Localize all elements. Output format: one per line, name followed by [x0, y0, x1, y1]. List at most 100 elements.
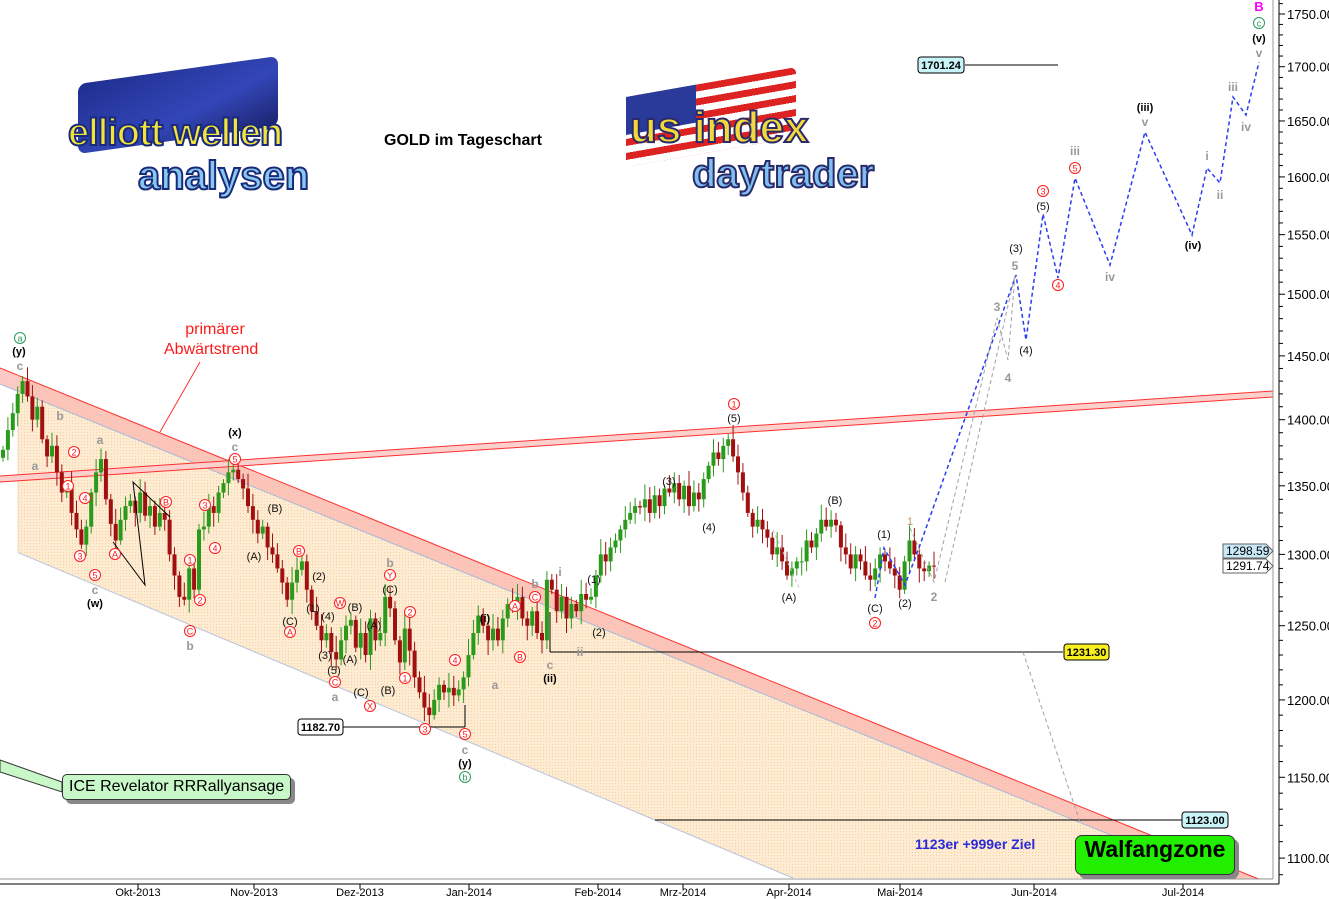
wave-label: 3	[74, 550, 86, 562]
wave-label: X	[364, 700, 376, 712]
candle-body	[84, 526, 89, 545]
candle-body	[182, 596, 187, 600]
logo-text-analysen: analysen	[137, 154, 310, 198]
candle-body	[491, 628, 495, 641]
wave-label: 1	[184, 554, 196, 566]
y-tick-label: 1300.00	[1287, 547, 1329, 562]
wave-label-text: (w)	[87, 598, 103, 610]
candle	[177, 571, 182, 607]
candle-body	[652, 495, 657, 513]
candle-body	[623, 519, 628, 530]
candle	[549, 574, 554, 594]
candle-body	[285, 582, 290, 600]
wave-label: ii	[577, 645, 584, 659]
candle	[623, 506, 628, 538]
candle	[603, 541, 608, 576]
candle	[143, 481, 148, 522]
projection-path-gray	[909, 274, 1016, 584]
candle	[456, 680, 461, 702]
candle	[711, 439, 716, 477]
candle	[211, 496, 216, 527]
candle	[892, 557, 897, 589]
wave-label-text: 2	[407, 608, 412, 618]
candle	[59, 464, 64, 503]
candle-body	[549, 579, 554, 590]
candle-body	[74, 512, 79, 530]
wave-label: 3	[199, 499, 211, 511]
candle	[388, 586, 393, 618]
channel-upper-inner-line	[0, 383, 1270, 899]
candle	[442, 680, 446, 700]
wave-label-text: B	[1254, 0, 1263, 14]
candle	[79, 519, 84, 549]
wave-label-text: a	[492, 678, 499, 692]
candle-body	[79, 529, 84, 545]
projection-path-blue	[874, 61, 1260, 599]
wave-label-circle	[1253, 17, 1265, 29]
candle	[770, 532, 775, 561]
candle-body	[765, 529, 770, 538]
candle-body	[123, 506, 128, 520]
wave-label: iii	[1228, 80, 1238, 94]
candle-body	[579, 593, 584, 612]
candle-body	[89, 492, 94, 527]
candle-body	[167, 519, 172, 555]
wave-label: (1)	[587, 574, 600, 586]
candle-body	[456, 689, 461, 696]
candle	[402, 614, 407, 670]
wave-label-text: 5	[1072, 164, 1077, 174]
candle	[437, 677, 442, 713]
candle	[187, 557, 192, 613]
wave-label: (1)	[877, 529, 890, 541]
wave-label: B	[514, 651, 526, 663]
candle	[726, 434, 731, 456]
logo-text-elliott: elliott wellen	[67, 112, 284, 154]
wave-label: c	[232, 440, 239, 454]
wave-label-text: (1)	[877, 529, 890, 541]
candle	[628, 502, 633, 524]
candle	[309, 585, 314, 620]
candle-body	[892, 568, 897, 576]
wave-label: b	[459, 771, 471, 783]
candle	[422, 675, 427, 722]
candle	[662, 484, 667, 515]
candle-body	[177, 575, 182, 597]
candle-body	[755, 519, 760, 527]
candle-body	[804, 540, 809, 562]
wave-label: 5	[1012, 259, 1019, 273]
candle-body	[241, 479, 246, 489]
candle	[809, 532, 814, 554]
wave-label-text: (3)	[1009, 243, 1022, 255]
candle-body	[731, 439, 736, 457]
wave-label-text: C	[187, 627, 194, 637]
candle-body	[657, 495, 662, 507]
wave-label-text: (2)	[898, 598, 911, 610]
candle	[897, 567, 902, 599]
candle-body	[324, 632, 329, 641]
candle	[912, 528, 917, 562]
wave-label: (C)	[353, 687, 368, 699]
candle-body	[853, 554, 858, 569]
candle-body	[687, 485, 691, 507]
wave-label: (4)	[702, 522, 715, 534]
wave-label: 4	[449, 654, 461, 666]
wave-label: (3)	[662, 476, 675, 488]
candle-body	[201, 526, 206, 530]
candle-body	[750, 512, 755, 527]
candle-body	[103, 459, 108, 500]
candle-body	[603, 554, 608, 562]
candle-body	[525, 618, 530, 626]
wave-label-text: a	[32, 459, 39, 473]
candle	[113, 508, 118, 549]
candle-body	[740, 472, 745, 493]
wave-label: C	[529, 591, 541, 603]
wave-label: 3	[419, 723, 431, 735]
candle-body	[564, 596, 569, 619]
candle	[236, 461, 241, 484]
candle-body	[789, 568, 794, 576]
candle-body	[397, 640, 402, 663]
wave-label-text: W	[336, 599, 345, 609]
candle	[295, 557, 299, 593]
candle-body	[486, 625, 491, 641]
